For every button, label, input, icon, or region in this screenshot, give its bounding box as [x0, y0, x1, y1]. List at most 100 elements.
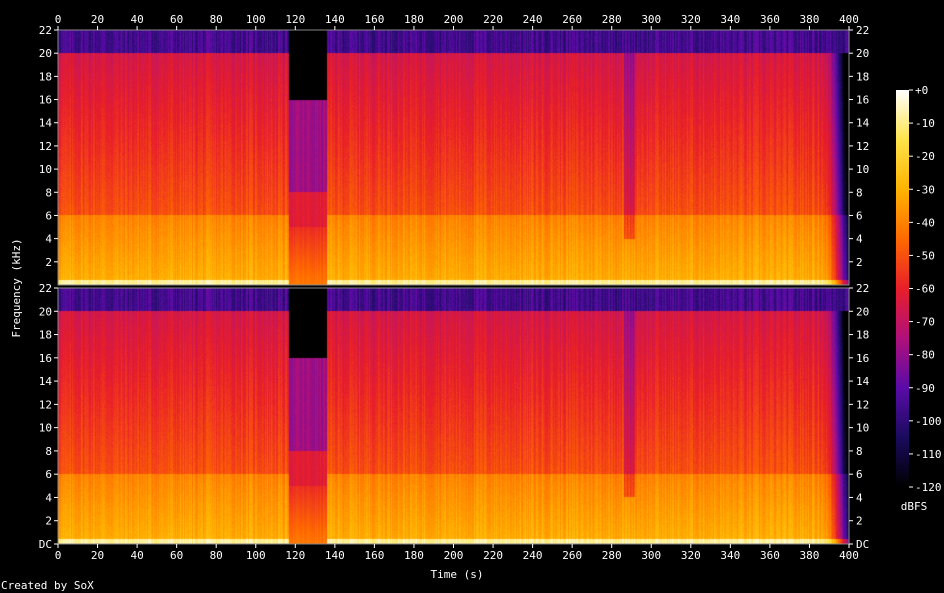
y-tick-label: 2 [856, 515, 863, 528]
x-tick-label: 260 [562, 13, 582, 26]
spectrogram-image [58, 288, 849, 544]
colorbar-tick-label: -10 [915, 117, 935, 130]
x-tick-label: 280 [602, 549, 622, 562]
colorbar-tick-label: -20 [915, 150, 935, 163]
x-tick-label: 20 [91, 549, 104, 562]
y-tick-label: 14 [39, 375, 53, 388]
x-tick-label: 240 [523, 549, 543, 562]
y-tick-label: 16 [856, 94, 869, 107]
x-tick-label: 400 [839, 13, 859, 26]
x-tick-label: 80 [210, 549, 223, 562]
colorbar-tick-label: -40 [915, 216, 935, 229]
y-tick-label: 10 [39, 163, 52, 176]
y-tick-label: 12 [39, 398, 52, 411]
x-tick-label: 320 [681, 13, 701, 26]
x-tick-label: 180 [404, 13, 424, 26]
x-tick-label: 60 [170, 549, 183, 562]
colorbar-tick-label: -120 [915, 481, 942, 494]
y-tick-label: 6 [45, 468, 52, 481]
x-tick-label: 180 [404, 549, 424, 562]
x-tick-label: 20 [91, 13, 104, 26]
y-tick-label: 18 [39, 70, 52, 83]
colorbar-bar [896, 90, 909, 487]
y-tick-label: 16 [856, 352, 869, 365]
x-tick-label: 100 [246, 549, 266, 562]
y-tick-label: 12 [856, 398, 869, 411]
y-tick-label: 2 [45, 515, 52, 528]
footer-credit: Created by SoX [1, 579, 94, 592]
y-tick-label: 2 [45, 256, 52, 269]
y-tick-label: 20 [39, 305, 52, 318]
y-tick-label: 22 [39, 24, 52, 37]
y-tick-label: 8 [856, 186, 863, 199]
spectrogram-panels [57, 29, 850, 545]
x-tick-label: 380 [800, 13, 820, 26]
y-tick-label: 4 [45, 233, 52, 246]
y-tick-label: 12 [856, 140, 869, 153]
x-tick-label: 0 [55, 13, 62, 26]
y-tick-label: 14 [856, 117, 870, 130]
y-tick-label: DC [39, 538, 52, 551]
x-tick-label: 200 [444, 13, 464, 26]
y-tick-label: 18 [856, 329, 869, 342]
y-tick-label: 4 [856, 491, 863, 504]
y-tick-label: 2 [856, 256, 863, 269]
colorbar-tick-label: -100 [915, 415, 942, 428]
spectrogram-panel-top [57, 29, 850, 286]
x-tick-label: 300 [641, 549, 661, 562]
colorbar-tick-label: -70 [915, 316, 935, 329]
x-tick-label: 100 [246, 13, 266, 26]
y-tick-label: 22 [39, 282, 52, 295]
x-tick-label: 120 [285, 13, 305, 26]
y-tick-label: 16 [39, 94, 52, 107]
x-tick-label: 80 [210, 13, 223, 26]
x-tick-label: 120 [285, 549, 305, 562]
y-tick-label: 6 [45, 209, 52, 222]
x-tick-label: 40 [130, 13, 143, 26]
y-tick-label: 22 [856, 24, 869, 37]
y-tick-label: 16 [39, 352, 52, 365]
x-tick-label: 0 [55, 549, 62, 562]
colorbar-tick-label: -110 [915, 448, 942, 461]
y-tick-label: 18 [856, 70, 869, 83]
y-tick-label: DC [856, 538, 869, 551]
x-tick-label: 260 [562, 549, 582, 562]
y-tick-label: 6 [856, 209, 863, 222]
colorbar: +0 -10 -20 -30 -40 -50 -60 -70 -80 -90 -100 -110 -12… [896, 84, 942, 494]
colorbar-tick-label: -50 [915, 249, 935, 262]
x-tick-label: 380 [800, 549, 820, 562]
y-tick-label: 8 [45, 186, 52, 199]
x-tick-label: 40 [130, 549, 143, 562]
x-tick-label: 300 [641, 13, 661, 26]
x-tick-label: 140 [325, 549, 345, 562]
y-tick-label: 22 [856, 282, 869, 295]
colorbar-tick-label: -80 [915, 349, 935, 362]
x-tick-label: 200 [444, 549, 464, 562]
x-tick-label: 160 [364, 549, 384, 562]
x-tick-label: 340 [720, 549, 740, 562]
y-tick-label: 20 [39, 47, 52, 60]
x-tick-label: 360 [760, 13, 780, 26]
colorbar-tick-label: -60 [915, 283, 935, 296]
colorbar-label: dBFS [901, 500, 928, 513]
x-tick-label: 280 [602, 13, 622, 26]
x-tick-label: 160 [364, 13, 384, 26]
x-tick-label: 140 [325, 13, 345, 26]
spectrogram-image [58, 30, 849, 285]
colorbar-tick-label: +0 [915, 84, 928, 97]
x-tick-label: 320 [681, 549, 701, 562]
y-tick-label: 10 [39, 422, 52, 435]
x-tick-label: 400 [839, 549, 859, 562]
y-tick-label: 10 [856, 163, 869, 176]
colorbar-tick-label: -90 [915, 382, 935, 395]
y-tick-label: 8 [45, 445, 52, 458]
x-tick-label: 220 [483, 13, 503, 26]
y-tick-label: 20 [856, 47, 869, 60]
y-tick-label: 12 [39, 140, 52, 153]
y-tick-label: 10 [856, 422, 869, 435]
y-tick-label: 8 [856, 445, 863, 458]
x-tick-label: 240 [523, 13, 543, 26]
x-axis-label: Time (s) [431, 568, 484, 581]
